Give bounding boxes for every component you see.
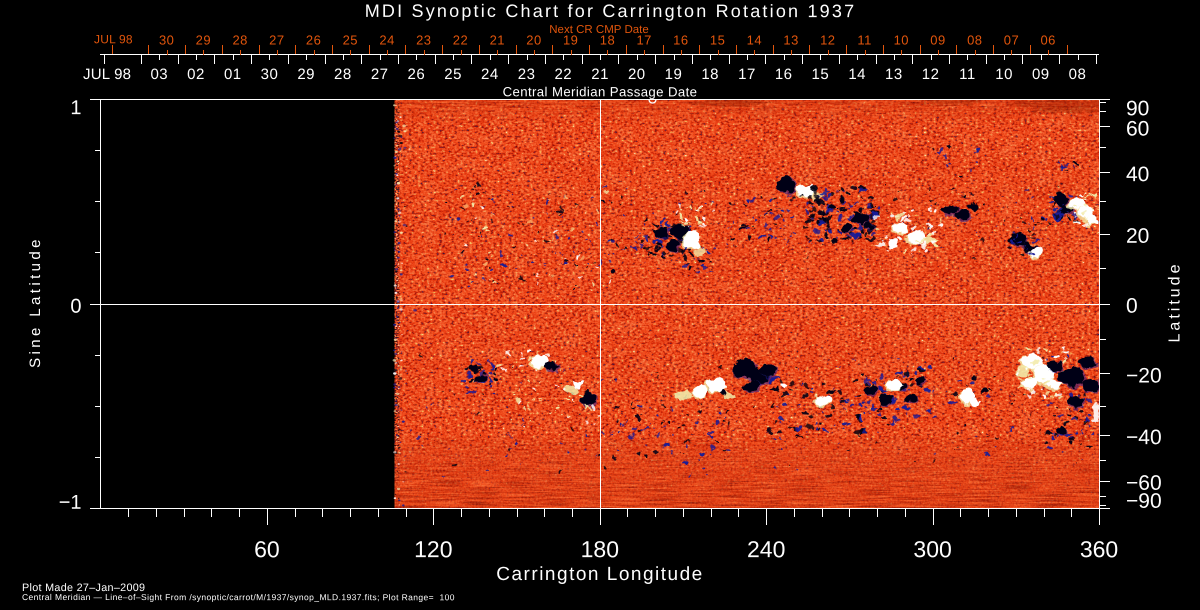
svg-text:Carrington Longitude: Carrington Longitude [496, 564, 703, 585]
svg-text:09: 09 [930, 32, 945, 47]
svg-text:13: 13 [783, 32, 798, 47]
svg-text:26: 26 [306, 32, 321, 47]
svg-text:24: 24 [481, 66, 499, 83]
svg-text:29: 29 [297, 66, 315, 83]
svg-text:21: 21 [591, 66, 609, 83]
svg-text:Sine Latitude: Sine Latitude [27, 236, 44, 368]
svg-text:03: 03 [150, 66, 168, 83]
svg-text:20: 20 [628, 66, 646, 83]
svg-text:1: 1 [70, 97, 81, 119]
svg-text:19: 19 [665, 66, 683, 83]
svg-text:18: 18 [600, 32, 615, 47]
svg-text:−60: −60 [1126, 472, 1162, 495]
svg-text:22: 22 [453, 32, 468, 47]
svg-text:90: 90 [1126, 97, 1149, 120]
svg-text:Central Meridian Passage Date: Central Meridian Passage Date [503, 84, 698, 99]
svg-text:14: 14 [747, 32, 762, 47]
svg-text:60: 60 [254, 536, 280, 562]
svg-text:06: 06 [1040, 32, 1055, 47]
svg-text:08: 08 [1069, 66, 1087, 83]
svg-text:360: 360 [1080, 536, 1118, 562]
svg-text:17: 17 [636, 32, 651, 47]
svg-text:28: 28 [334, 66, 352, 83]
svg-text:JUL 98: JUL 98 [83, 66, 131, 83]
svg-text:300: 300 [913, 536, 951, 562]
svg-text:Central Meridian — Line–of–Sig: Central Meridian — Line–of–Sight From /s… [22, 592, 455, 602]
svg-text:Next CR CMP Date: Next CR CMP Date [549, 24, 648, 36]
svg-text:15: 15 [812, 66, 830, 83]
svg-text:−20: −20 [1126, 365, 1162, 388]
svg-text:25: 25 [444, 66, 462, 83]
svg-text:01: 01 [224, 66, 242, 83]
svg-text:16: 16 [673, 32, 688, 47]
svg-text:26: 26 [408, 66, 426, 83]
svg-text:11: 11 [857, 32, 872, 47]
svg-text:Latitude: Latitude [1166, 262, 1183, 343]
svg-text:12: 12 [922, 66, 940, 83]
svg-text:11: 11 [959, 66, 976, 83]
svg-text:09: 09 [1032, 66, 1050, 83]
svg-text:19: 19 [563, 32, 578, 47]
svg-text:24: 24 [379, 32, 394, 47]
svg-text:40: 40 [1126, 163, 1149, 186]
svg-text:10: 10 [995, 66, 1013, 83]
svg-text:12: 12 [820, 32, 835, 47]
svg-text:16: 16 [775, 66, 793, 83]
svg-text:60: 60 [1126, 118, 1149, 141]
svg-text:30: 30 [159, 32, 174, 47]
svg-text:22: 22 [554, 66, 572, 83]
svg-text:20: 20 [1126, 225, 1149, 248]
svg-text:14: 14 [848, 66, 866, 83]
svg-text:25: 25 [343, 32, 358, 47]
svg-text:120: 120 [414, 536, 452, 562]
svg-text:21: 21 [490, 32, 505, 47]
svg-text:0: 0 [70, 296, 81, 318]
svg-text:JUL 98: JUL 98 [94, 32, 133, 46]
svg-text:27: 27 [371, 66, 389, 83]
svg-text:28: 28 [232, 32, 247, 47]
svg-text:29: 29 [196, 32, 211, 47]
svg-text:20: 20 [526, 32, 541, 47]
svg-text:23: 23 [416, 32, 431, 47]
svg-text:08: 08 [967, 32, 982, 47]
svg-text:MDI Synoptic Chart for Carring: MDI Synoptic Chart for Carrington Rotati… [365, 1, 857, 21]
svg-text:−40: −40 [1126, 426, 1162, 449]
svg-text:−90: −90 [1126, 490, 1162, 513]
svg-text:180: 180 [581, 536, 619, 562]
svg-text:07: 07 [1004, 32, 1019, 47]
svg-text:02: 02 [187, 66, 205, 83]
svg-text:10: 10 [894, 32, 909, 47]
svg-text:23: 23 [518, 66, 536, 83]
svg-text:Plot Made 27–Jan–2009: Plot Made 27–Jan–2009 [22, 582, 145, 594]
svg-text:18: 18 [701, 66, 719, 83]
svg-text:0: 0 [1126, 295, 1138, 318]
svg-text:17: 17 [738, 66, 756, 83]
svg-text:240: 240 [747, 536, 785, 562]
svg-text:−1: −1 [59, 492, 82, 514]
svg-text:27: 27 [269, 32, 284, 47]
svg-text:30: 30 [261, 66, 279, 83]
svg-text:15: 15 [710, 32, 725, 47]
svg-text:13: 13 [885, 66, 903, 83]
